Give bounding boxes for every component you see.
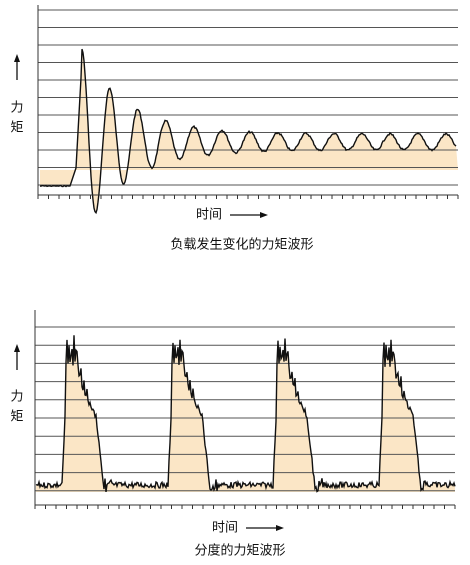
x-label: 时间: [196, 208, 222, 223]
waveform: [35, 335, 456, 493]
y-label: 力: [10, 101, 23, 116]
top-plot: [37, 5, 459, 215]
y-label: 矩: [10, 121, 23, 136]
x-arrow-head: [260, 212, 268, 218]
caption: 负载发生变化的力矩波形: [170, 237, 313, 253]
y-label: 矩: [10, 410, 23, 425]
y-arrow-head: [14, 344, 20, 352]
bottom-plot: [34, 310, 456, 509]
y-label: 力: [10, 390, 23, 405]
y-arrow-head: [14, 54, 20, 62]
waveform: [39, 48, 457, 215]
x-label: 时间: [212, 521, 238, 536]
wave-fill: [36, 335, 455, 492]
caption: 分度的力矩波形: [194, 543, 285, 559]
x-arrow-head: [276, 525, 284, 531]
